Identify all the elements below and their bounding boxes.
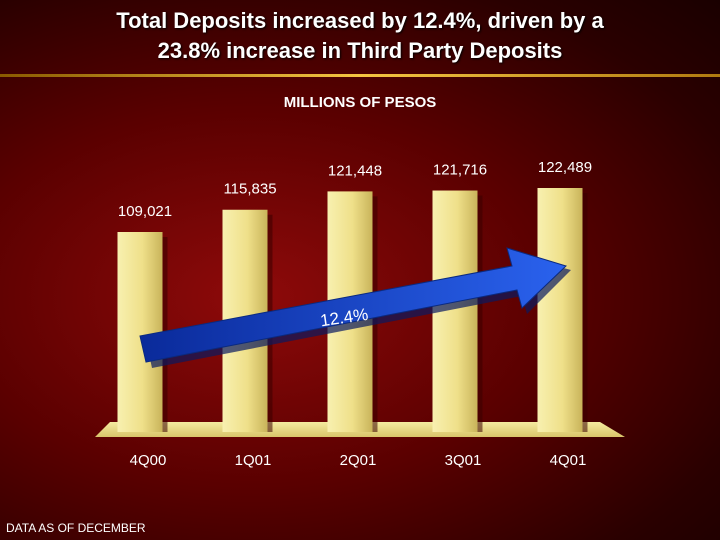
growth-arrow — [139, 247, 571, 368]
data-footnote: DATA AS OF DECEMBER — [6, 521, 146, 535]
value-label: 109,021 — [118, 203, 172, 220]
value-label: 121,716 — [433, 162, 487, 179]
bar — [117, 232, 163, 432]
bars-group — [117, 188, 588, 432]
bar-4Q01 — [537, 188, 588, 432]
bar-4Q00 — [117, 232, 168, 432]
bar — [537, 188, 583, 432]
labels-group: 109,021 4Q00 115,835 1Q01 121,448 2Q01 121,716… — [118, 159, 592, 469]
category-label: 2Q01 — [340, 452, 377, 469]
growth-arrow-body — [139, 247, 567, 363]
chart-title: MILLIONS OF PESOS — [283, 94, 437, 111]
title-divider — [0, 74, 720, 77]
value-label: 121,448 — [328, 162, 382, 179]
slide-title-line-2: 23.8% increase in Third Party Deposits — [157, 38, 563, 63]
category-label: 4Q01 — [550, 452, 587, 469]
value-label: 122,489 — [538, 159, 592, 176]
slide-title-line-1: Total Deposits increased by 12.4%, drive… — [116, 8, 604, 33]
slide-title: Total Deposits increased by 12.4%, drive… — [0, 6, 720, 66]
bar-3Q01 — [432, 190, 483, 432]
category-label: 3Q01 — [445, 452, 482, 469]
value-label: 115,835 — [223, 181, 276, 198]
category-label: 1Q01 — [235, 452, 272, 469]
category-label: 4Q00 — [130, 452, 167, 469]
